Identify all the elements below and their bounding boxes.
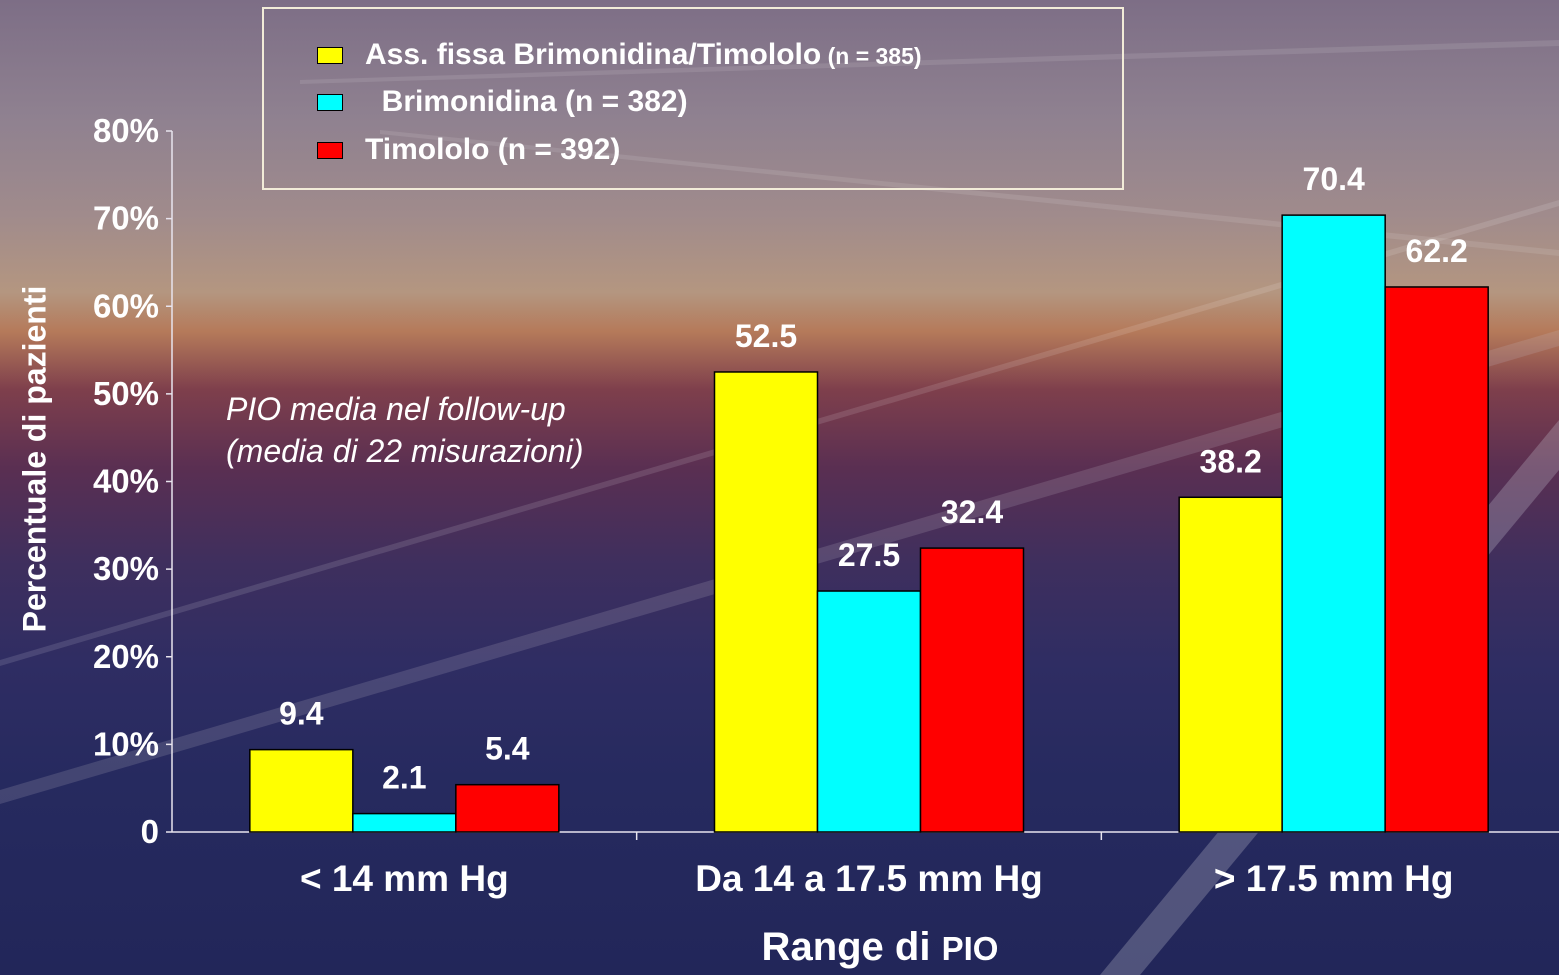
legend-label-ass-fissa: Ass. fissa Brimonidina/Timololo (n = 385… [365,38,922,71]
legend: Ass. fissa Brimonidina/Timololo (n = 385… [262,7,1124,190]
annotation-line-2: (media di 22 misurazioni) [226,433,584,469]
legend-swatch-cyan [317,93,343,111]
y-tick-label: 70% [93,200,159,237]
y-tick-label: 10% [93,725,159,762]
legend-label-timololo: Timololo (n = 392) [365,133,621,166]
legend-item-ass-fissa: Ass. fissa Brimonidina/Timololo (n = 385… [317,38,922,72]
annotation-line-1: PIO media nel follow-up [226,391,566,427]
bar-labels: 9.4 2.1 5.4 52.5 27.5 32.4 38.2 70.4 62.2 [279,161,1468,795]
legend-item-brimonidina: Brimonidina (n = 382) [317,85,688,119]
bars [249,214,1489,833]
x-category-label: > 17.5 mm Hg [1214,858,1454,899]
bar-value-label: 9.4 [279,696,324,732]
bar [1178,496,1283,833]
bar-value-label: 52.5 [735,318,797,354]
y-tick-label: 20% [93,638,159,675]
bar [713,371,819,833]
y-tick-label: 60% [93,287,159,324]
y-tick-label: 0 [141,813,159,850]
ticks: 0 10% 20% 30% 40% 50% 60% 70% 80% < 14 mm Hg Da 14… [93,112,1454,899]
chart-annotation: PIO media nel follow-up (media di 22 mis… [226,388,583,472]
legend-item-timololo: Timololo (n = 392) [317,133,620,167]
legend-swatch-red [317,141,343,159]
bar [352,812,457,833]
bar [1384,286,1489,833]
bar-value-label: 2.1 [382,760,426,796]
bar-value-label: 70.4 [1303,161,1365,197]
x-category-label: Da 14 a 17.5 mm Hg [695,858,1043,899]
bar-value-label: 5.4 [485,731,530,767]
bar [1281,214,1386,833]
y-tick-label: 80% [93,112,159,149]
bar [816,590,922,833]
bar-value-label: 38.2 [1200,443,1262,479]
x-category-label: < 14 mm Hg [300,858,509,899]
bar [249,748,354,833]
y-tick-label: 40% [93,463,159,500]
legend-label-brimonidina: Brimonidina (n = 382) [365,85,688,118]
bar-value-label: 62.2 [1406,233,1468,269]
legend-swatch-yellow [317,46,343,64]
y-tick-label: 30% [93,550,159,587]
bar-value-label: 32.4 [941,494,1003,530]
bar [919,547,1025,833]
y-tick-label: 50% [93,375,159,412]
y-axis-title: Percentuale di pazienti [16,285,53,633]
bar [455,783,560,833]
bar-value-label: 27.5 [838,537,900,573]
x-axis-title: Range di PIO [761,925,999,969]
